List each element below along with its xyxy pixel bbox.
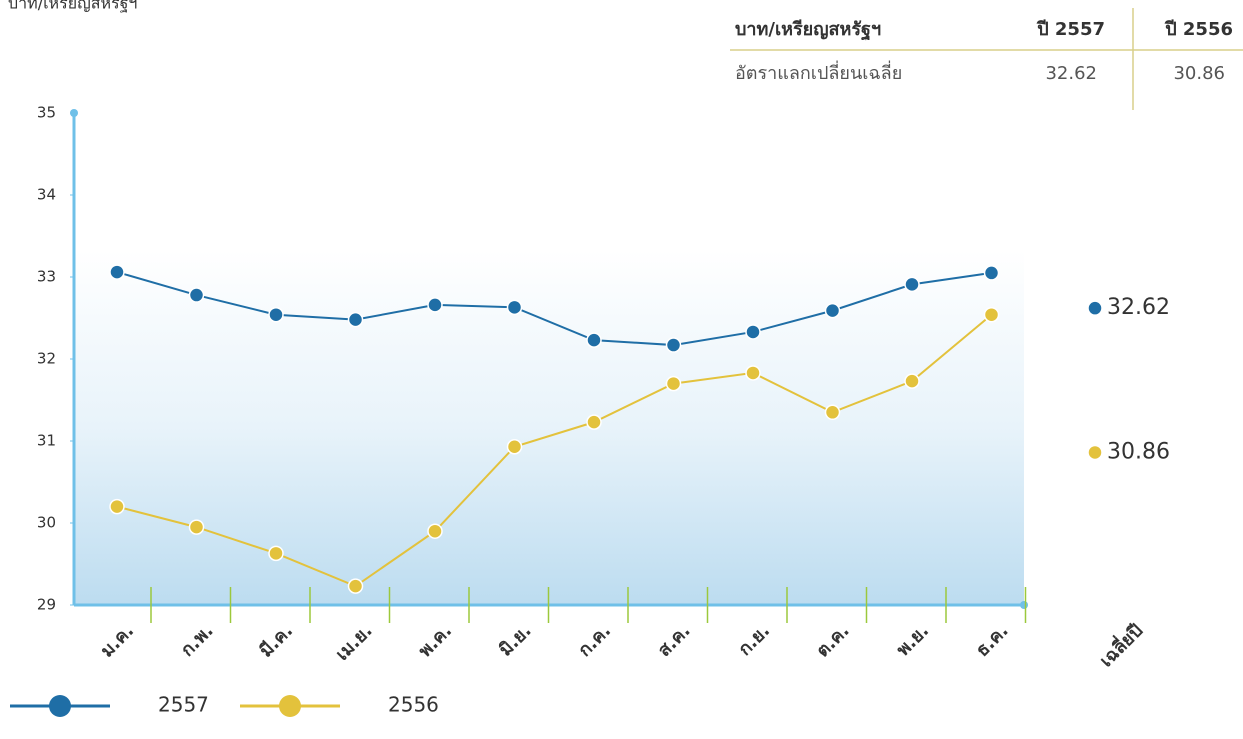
y-tick-label: 30 (37, 514, 56, 532)
x-tick-label: พ.ย. (893, 620, 933, 660)
point (109, 498, 125, 515)
point (347, 578, 364, 594)
legend-label: 2556 (388, 693, 439, 717)
y-axis-label: บาท/เหรียญสหรัฐฯ (8, 0, 137, 13)
x-tick-label: ม.ค. (97, 620, 138, 661)
point (109, 264, 125, 280)
average-label: 30.86 (1107, 439, 1170, 464)
table-header: ปี 2556 (1164, 19, 1233, 40)
y-tick-label: 29 (37, 596, 56, 614)
point (983, 265, 1000, 281)
legend-marker (49, 695, 71, 717)
point (188, 519, 205, 535)
point (268, 306, 284, 323)
table-cell: 32.62 (1045, 63, 1097, 84)
x-tick-label: มี.ค. (256, 620, 297, 661)
point (745, 365, 761, 381)
y-tick-label: 32 (37, 350, 56, 368)
line (116, 271, 992, 347)
point (665, 337, 682, 353)
point (188, 287, 205, 303)
point (665, 375, 682, 392)
x-tick-label: ต.ค. (812, 620, 853, 661)
point (347, 311, 364, 328)
x-tick-label: เม.ย. (332, 620, 377, 665)
point (745, 324, 761, 340)
point (586, 332, 602, 348)
point (983, 306, 1000, 323)
legend-marker (279, 695, 301, 717)
y-tick-label: 34 (37, 186, 56, 204)
point (268, 545, 284, 562)
point (586, 414, 602, 430)
average-point (1087, 444, 1103, 461)
average-point (1087, 300, 1103, 316)
x-tick-label: ก.ค. (574, 620, 615, 661)
table-cell: 30.86 (1173, 63, 1225, 84)
point (824, 302, 841, 319)
point (506, 438, 523, 455)
x-tick-label: ก.ย. (734, 620, 774, 660)
x-tick-label: มิ.ย. (495, 620, 535, 660)
point (427, 297, 443, 313)
y-tick-label: 33 (37, 268, 56, 286)
axis-end (1020, 601, 1028, 609)
plot-background (74, 250, 1024, 605)
y-tick-label: 35 (37, 104, 56, 122)
y-tick-label: 31 (37, 432, 56, 450)
average-label: 32.62 (1107, 295, 1170, 320)
table-header: ปี 2557 (1036, 19, 1105, 40)
x-tick-label: ธ.ค. (972, 620, 1013, 661)
point (904, 373, 920, 389)
point (427, 523, 443, 539)
x-tick-label: เฉลี่ยปี (1094, 618, 1147, 671)
table-header: บาท/เหรียญสหรัฐฯ (735, 19, 881, 41)
x-tick-label: พ.ค. (415, 620, 456, 661)
point (904, 276, 920, 293)
point (506, 299, 523, 316)
line (116, 313, 993, 588)
x-tick-label: ก.พ. (177, 620, 218, 661)
point (824, 404, 841, 421)
x-tick-label: ส.ค. (654, 620, 695, 661)
table-cell: อัตราแลกเปลี่ยนเฉลี่ย (735, 60, 902, 84)
legend-label: 2557 (158, 693, 209, 717)
